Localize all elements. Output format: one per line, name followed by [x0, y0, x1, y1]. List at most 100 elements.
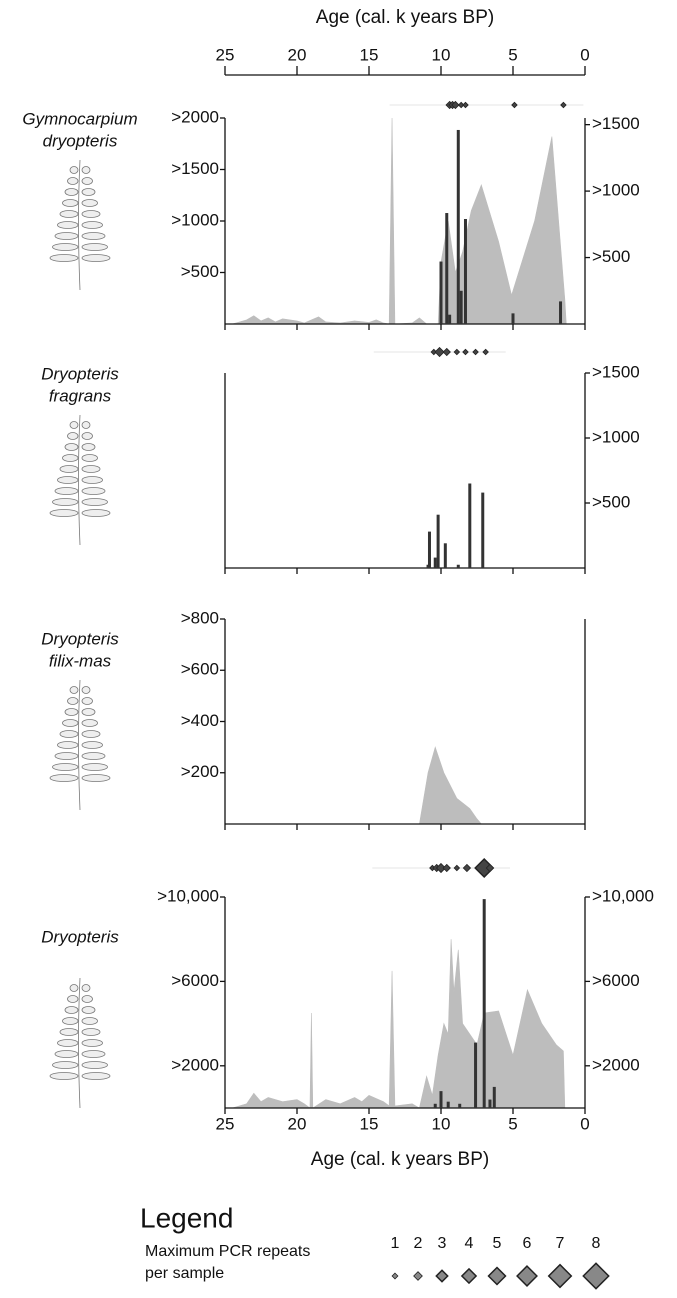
taxon-label: fragrans [49, 386, 112, 405]
pcr-diamond [457, 101, 465, 109]
fern-leaflet [67, 995, 79, 1003]
y-tick-label: >800 [181, 608, 219, 627]
x-tick-label: 10 [432, 45, 451, 64]
legend-caption: Maximum PCR repeats [145, 1243, 310, 1260]
legend-label: 6 [523, 1235, 532, 1252]
fern-leaflet [62, 199, 79, 207]
pcr-diamond [462, 863, 472, 873]
pcr-diamond [442, 863, 451, 873]
fern-leaflet [57, 1039, 79, 1047]
fern-leaflet [52, 243, 79, 251]
fern-illustration [49, 679, 111, 811]
x-tick-label: 15 [360, 1114, 379, 1133]
fern-leaflet [49, 509, 79, 517]
legend-label: 4 [465, 1235, 474, 1252]
y2-tick-label: >1000 [592, 181, 640, 200]
fern-leaflet [49, 774, 79, 782]
fern-leaflet [81, 210, 101, 218]
fern-leaflet [52, 1061, 79, 1069]
fern-leaflet [81, 719, 98, 727]
fern-leaflet [49, 254, 79, 262]
fern-leaflet [81, 166, 91, 174]
fern-leaflet [81, 1072, 111, 1080]
fern-leaflet [81, 454, 98, 462]
fern-illustration [49, 159, 111, 291]
legend-label: 5 [493, 1235, 502, 1252]
fern-leaflet [81, 1006, 96, 1014]
fern-leaflet [57, 221, 79, 229]
y2-tick-label: >1500 [592, 114, 640, 133]
legend-caption: per sample [145, 1265, 224, 1282]
fern-leaflet [49, 1072, 79, 1080]
legend-label: 3 [438, 1235, 447, 1252]
fern-leaflet [81, 686, 91, 694]
y-tick-label: >600 [181, 660, 219, 679]
fern-leaflet [69, 166, 79, 174]
pollen-area [232, 939, 566, 1109]
legend-diamond [435, 1269, 449, 1283]
x-tick-label: 5 [508, 45, 517, 64]
dna-bar [488, 1099, 492, 1108]
y-tick-label: >1500 [171, 159, 219, 178]
fern-leaflet [81, 730, 101, 738]
dna-bar [439, 261, 443, 324]
x-tick-label: 20 [288, 45, 307, 64]
fern-leaflet [81, 177, 93, 185]
fern-leaflet [81, 1017, 98, 1025]
fern-leaflet [81, 984, 91, 992]
pcr-diamond [435, 862, 447, 874]
fern-leaflet [81, 199, 98, 207]
fern-leaflet [81, 708, 96, 716]
fern-leaflet [62, 719, 79, 727]
fern-leaflet [81, 763, 108, 771]
x-tick-label: 15 [360, 45, 379, 64]
dna-bar [456, 129, 460, 324]
legend-label: 1 [391, 1235, 400, 1252]
fern-leaflet [81, 995, 93, 1003]
fern-leaflet [81, 465, 101, 473]
fern-leaflet [81, 509, 111, 517]
y2-tick-label: >6000 [592, 971, 640, 990]
dna-bar [468, 483, 472, 568]
pcr-diamond [451, 100, 460, 110]
x-tick-label: 25 [216, 45, 235, 64]
y-tick-label: >400 [181, 711, 219, 730]
dna-bar [439, 1091, 443, 1108]
dna-bar [492, 1086, 496, 1108]
fern-stem [78, 977, 81, 1109]
fern-leaflet [67, 432, 79, 440]
legend-label: 7 [556, 1235, 565, 1252]
fern-leaflet [81, 476, 103, 484]
pollen-area [232, 117, 567, 325]
legend-diamond [547, 1263, 573, 1289]
fern-leaflet [57, 476, 79, 484]
fern-leaflet [54, 1050, 79, 1058]
y2-tick-label: >1500 [592, 362, 640, 381]
legend-diamond [487, 1266, 507, 1286]
fern-stem [78, 159, 81, 291]
legend-label: 8 [592, 1235, 601, 1252]
fern-leaflet [81, 741, 103, 749]
legend-diamond [413, 1271, 423, 1281]
y2-tick-label: >500 [592, 247, 630, 266]
fern-stem [78, 679, 81, 811]
legend-label: 2 [414, 1235, 423, 1252]
x-tick-label: 0 [580, 1114, 589, 1133]
fern-leaflet [59, 730, 79, 738]
pcr-diamond [511, 101, 518, 109]
fern-leaflet [54, 487, 79, 495]
fern-leaflet [81, 752, 106, 760]
dna-bar [559, 301, 563, 324]
x-tick-label: 25 [216, 1114, 235, 1133]
fern-leaflet [67, 697, 79, 705]
pcr-diamond [482, 348, 489, 356]
fern-leaflet [81, 243, 108, 251]
fern-leaflet [81, 221, 103, 229]
fern-leaflet [59, 465, 79, 473]
taxon-label: Dryopteris [41, 629, 119, 648]
fern-leaflet [81, 254, 111, 262]
dna-bar [436, 514, 440, 568]
pcr-diamond [453, 864, 461, 872]
fern-illustration [49, 977, 111, 1109]
